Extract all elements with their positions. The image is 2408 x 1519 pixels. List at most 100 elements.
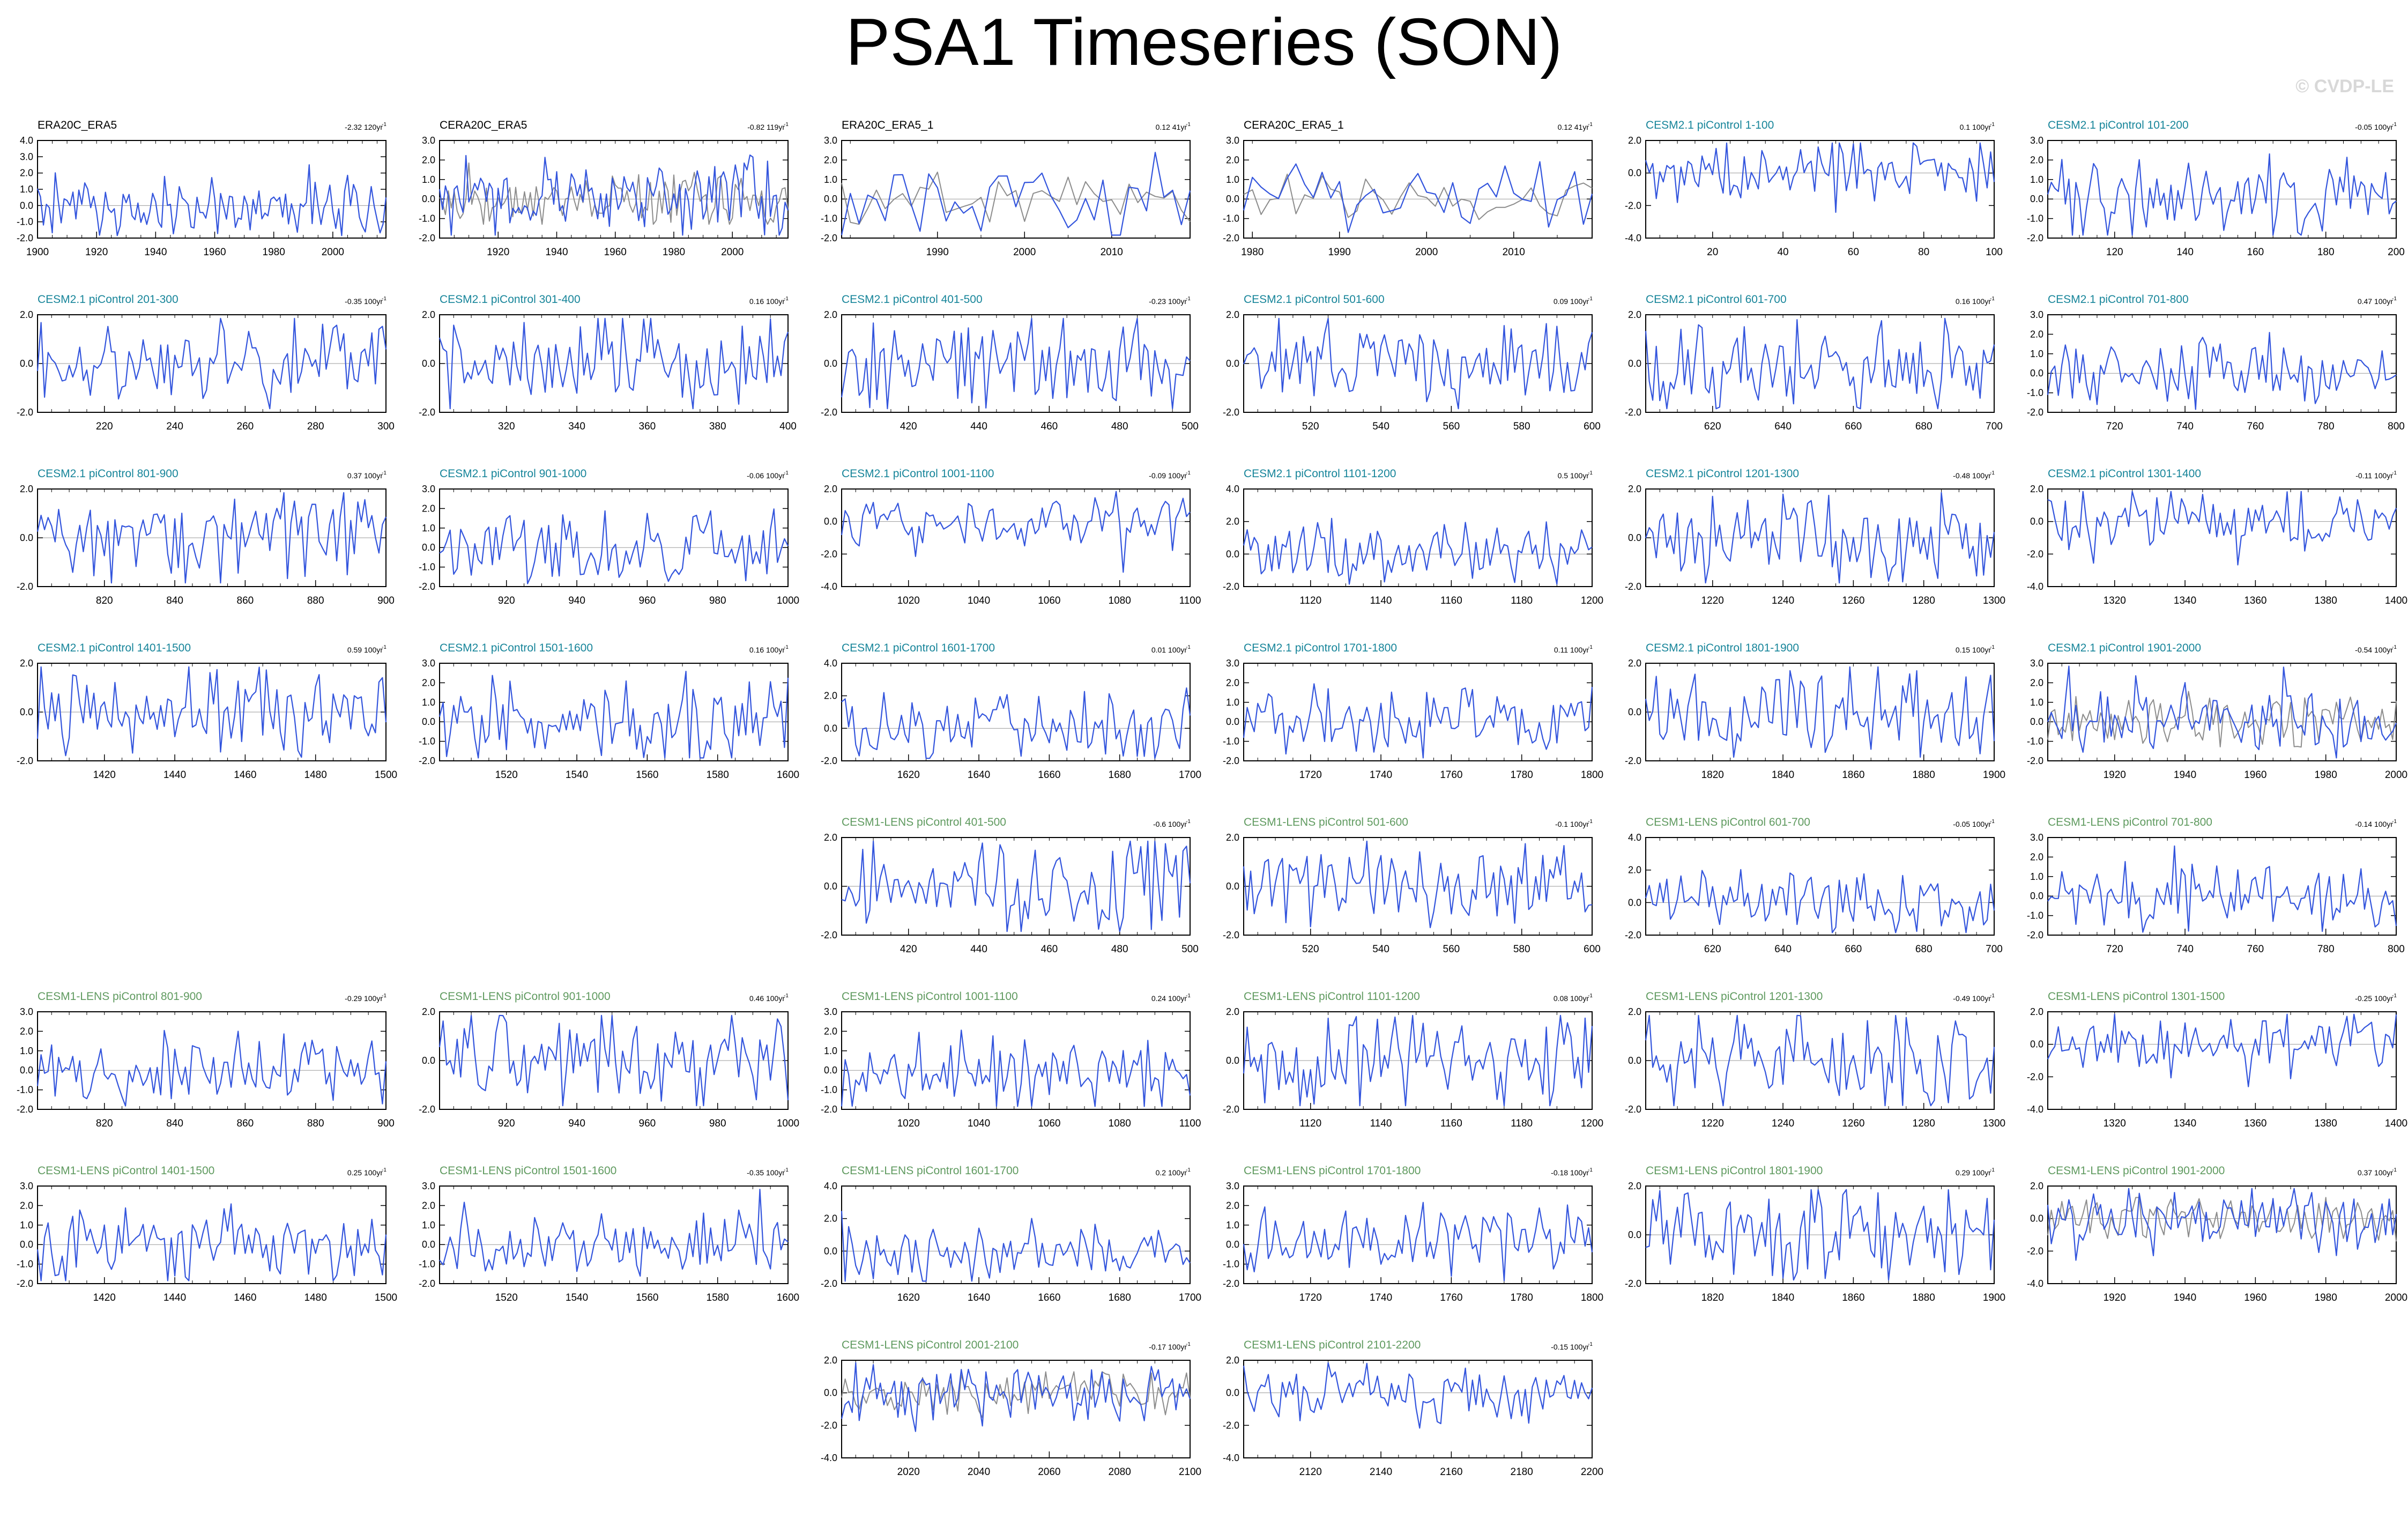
trend-label: 0.01 100yr — [1151, 646, 1187, 654]
x-tick-label: 720 — [2106, 944, 2123, 955]
panel-title: CESM2.1 piControl 201-300 — [38, 293, 179, 306]
trend-exponent: -1 — [2392, 122, 2397, 128]
x-tick-label: 500 — [1181, 421, 1199, 432]
timeseries-panel: CESM2.1 piControl 1101-1200 0.5 100yr -1 11… — [1212, 461, 1603, 622]
timeseries-panel: CESM2.1 piControl 1-100 0.1 100yr -1 20 40 60… — [1614, 113, 2003, 273]
trend-label: 0.5 100yr — [1558, 471, 1589, 480]
model-series-line — [36, 1029, 387, 1107]
trend-label: -0.23 100yr — [1149, 297, 1187, 306]
y-tick-label: 1.0 — [422, 1220, 435, 1231]
timeseries-panel: CESM2.1 piControl 1501-1600 0.16 100yr -1 1… — [407, 635, 799, 796]
timeseries-panel: CESM2.1 piControl 701-800 0.47 100yr -1 720… — [2016, 287, 2405, 448]
y-tick-label: -4.0 — [2027, 581, 2043, 592]
x-tick-label: 1920 — [2104, 769, 2126, 781]
y-tick-label: 0.0 — [20, 707, 33, 717]
y-tick-label: -2.0 — [2027, 1071, 2043, 1082]
y-tick-label: -4.0 — [2027, 1278, 2043, 1289]
panel-title: CESM1-LENS piControl 2101-2200 — [1244, 1339, 1421, 1351]
y-tick-label: 3.0 — [1226, 135, 1239, 146]
trend-exponent: -1 — [1186, 819, 1191, 825]
y-tick-label: -2.0 — [17, 1104, 33, 1115]
x-tick-label: 2000 — [1013, 247, 1036, 258]
y-tick-label: -4.0 — [821, 581, 837, 592]
x-tick-label: 1980 — [2315, 1292, 2337, 1303]
panel-title: CESM2.1 piControl 1601-1700 — [842, 642, 995, 654]
trend-label: -0.6 100yr — [1153, 820, 1187, 828]
x-tick-label: 900 — [377, 595, 395, 606]
x-tick-label: 1720 — [1299, 1292, 1322, 1303]
x-tick-label: 1560 — [636, 1292, 658, 1303]
timeseries-chart: CESM2.1 piControl 701-800 0.47 100yr-1 720… — [2027, 293, 2405, 432]
trend-label: 0.1 100yr — [1960, 123, 1991, 131]
y-tick-label: -2.0 — [1223, 930, 1239, 940]
x-tick-label: 1920 — [85, 247, 108, 258]
x-tick-label: 2010 — [1503, 247, 1525, 258]
y-tick-label: -1.0 — [2027, 388, 2043, 398]
x-tick-label: 840 — [166, 1118, 183, 1129]
model-series-line — [439, 317, 789, 410]
y-tick-label: 3.0 — [422, 658, 435, 669]
trend-label: -0.82 119yr — [747, 123, 785, 131]
trend-label: 0.47 100yr — [2358, 297, 2393, 306]
model-series-line — [439, 1189, 789, 1277]
y-tick-label: 2.0 — [2030, 154, 2043, 165]
x-tick-label: 1320 — [2104, 1118, 2126, 1129]
y-tick-label: -1.0 — [419, 736, 435, 747]
x-tick-label: 1180 — [1511, 1118, 1533, 1129]
trend-exponent: -1 — [1588, 993, 1593, 999]
y-tick-label: -2.0 — [419, 1278, 435, 1289]
x-tick-label: 360 — [639, 421, 656, 432]
trend-label: 0.16 100yr — [749, 297, 785, 306]
x-tick-label: 1220 — [1701, 1118, 1724, 1129]
trend-exponent: -1 — [1588, 644, 1593, 650]
y-tick-label: -4.0 — [1625, 233, 1641, 243]
timeseries-panel: CESM1-LENS piControl 1601-1700 0.2 100yr -… — [809, 1158, 1201, 1319]
y-tick-label: -2.0 — [1223, 755, 1239, 766]
y-tick-label: 2.0 — [1628, 309, 1641, 320]
x-tick-label: 1100 — [1179, 1118, 1201, 1129]
timeseries-chart: ERA20C_ERA5 -2.32 120yr-1 1900 1920 1940 1960… — [17, 119, 387, 258]
x-tick-label: 1500 — [375, 1292, 397, 1303]
y-tick-label: -2.0 — [821, 407, 837, 418]
trend-exponent: -1 — [1588, 1167, 1593, 1173]
trend-exponent: -1 — [2392, 296, 2397, 302]
x-tick-label: 1260 — [1842, 1118, 1864, 1129]
y-tick-label: 0.0 — [824, 881, 837, 892]
x-tick-label: 720 — [2106, 421, 2123, 432]
y-tick-label: 2.0 — [2030, 1006, 2043, 1017]
timeseries-panel: CESM2.1 piControl 601-700 0.16 100yr -1 620… — [1614, 287, 2003, 448]
model-series-line — [2047, 491, 2397, 566]
x-tick-label: 680 — [1915, 944, 1933, 955]
model-series-line — [439, 671, 789, 759]
model-series-line — [841, 1029, 1191, 1107]
model-series-line — [1645, 1014, 1995, 1107]
x-tick-label: 1460 — [234, 1292, 256, 1303]
timeseries-panel: CESM1-LENS piControl 1501-1600 -0.35 100y… — [407, 1158, 799, 1319]
trend-exponent: -1 — [1588, 470, 1593, 476]
y-tick-label: -2.0 — [821, 549, 837, 559]
panel-title: CESM1-LENS piControl 2001-2100 — [842, 1339, 1019, 1351]
timeseries-chart: CESM1-LENS piControl 1801-1900 0.29 100yr… — [1625, 1165, 2005, 1303]
x-tick-label: 60 — [1848, 247, 1859, 258]
x-tick-label: 340 — [568, 421, 585, 432]
y-tick-label: 1.0 — [2030, 174, 2043, 185]
model-series-line — [2047, 665, 2397, 759]
y-tick-label: 3.0 — [20, 1181, 33, 1191]
timeseries-panel: CESM1-LENS piControl 401-500 -0.6 100yr -1… — [809, 810, 1199, 970]
y-tick-label: -2.0 — [1625, 581, 1641, 592]
plot-frame — [841, 1360, 1191, 1458]
x-tick-label: 440 — [970, 421, 987, 432]
x-tick-label: 1480 — [304, 1292, 327, 1303]
timeseries-panel: CESM1-LENS piControl 701-800 -0.14 100yr -… — [2016, 810, 2405, 970]
plot-frame — [2047, 1011, 2397, 1110]
y-tick-label: 1.0 — [20, 184, 33, 195]
y-tick-label: 1.0 — [2030, 697, 2043, 708]
y-tick-label: -2.0 — [2027, 233, 2043, 243]
x-tick-label: 760 — [2247, 944, 2264, 955]
x-tick-label: 800 — [2388, 421, 2405, 432]
plot-frame — [841, 1011, 1191, 1110]
timeseries-panel: CESM1-LENS piControl 501-600 -0.1 100yr -1… — [1212, 810, 1601, 970]
x-tick-label: 1780 — [1511, 769, 1533, 781]
x-tick-label: 180 — [2317, 247, 2335, 258]
